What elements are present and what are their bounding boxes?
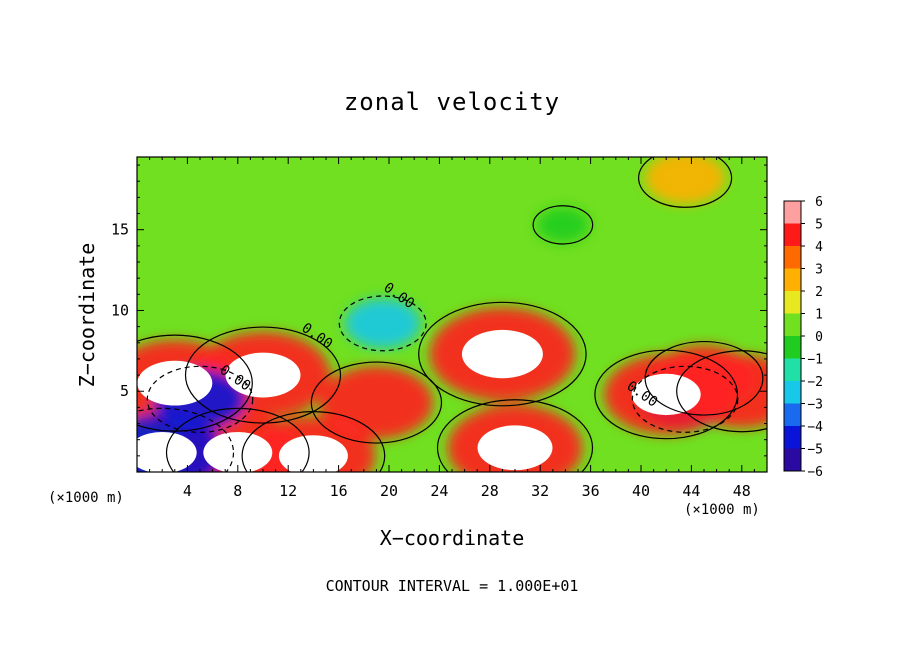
colorbar-tick-label: −6 — [807, 465, 823, 480]
x-tick-label: 32 — [531, 482, 549, 500]
colorbar-tick-label: 3 — [815, 263, 823, 278]
saturated-core — [137, 360, 213, 406]
x-unit-label-right: (×1000 m) — [684, 502, 760, 518]
colorbar-band — [784, 313, 801, 337]
y-axis-label: Z−coordinate — [75, 242, 99, 388]
contour-line — [184, 326, 342, 424]
colorbar-band — [784, 336, 801, 359]
x-axis: 4 8 12 16 20 24 28 32 36 40 44 48 — [149, 157, 755, 500]
colorbar-tick-label: 1 — [815, 308, 823, 323]
contour-line — [137, 407, 235, 472]
x-axis-label: X−coordinate — [379, 526, 525, 550]
colorbar-tick-label: 6 — [815, 195, 823, 210]
contour-line — [644, 340, 764, 416]
x-tick-label: 8 — [233, 482, 242, 500]
saturated-core — [137, 431, 197, 472]
colorbar-band — [784, 201, 801, 224]
x-tick-label: 40 — [632, 482, 650, 500]
contour-line — [631, 365, 739, 433]
x-tick-label: 20 — [380, 482, 398, 500]
colorbar-band — [784, 381, 801, 404]
colorbar-band — [784, 223, 801, 247]
colorbar-tick-label: 5 — [815, 218, 823, 233]
colorbar-tick-label: −4 — [807, 420, 823, 435]
x-tick-label: 36 — [582, 482, 600, 500]
y-tick-label: 5 — [120, 382, 129, 400]
colorbar-tick-label: 2 — [815, 285, 823, 300]
contour-line — [338, 295, 427, 352]
saturated-core — [461, 329, 543, 379]
colorbar: 6 5 4 3 2 1 0 −1 −2 −3 −4 −5 −6 — [783, 195, 823, 480]
contour-line — [146, 365, 254, 433]
field-blob — [644, 157, 726, 205]
colorbar-tick-label: −3 — [807, 398, 823, 413]
contour-line — [594, 349, 739, 440]
saturated-core — [477, 425, 553, 471]
saturated-core — [631, 373, 701, 416]
contour-line — [418, 301, 587, 407]
colorbar-band — [784, 358, 801, 382]
contour-line — [436, 399, 594, 472]
chart-title: zonal velocity — [343, 88, 561, 116]
y-axis: 5 10 15 — [111, 164, 767, 457]
colorbar-band — [784, 426, 801, 449]
colorbar-band — [784, 268, 801, 292]
colorbar-tick-label: 4 — [815, 240, 823, 255]
saturated-core — [278, 435, 348, 472]
colorbar-tick-label: −1 — [807, 353, 823, 368]
colorbar-band — [784, 448, 801, 472]
saturated-core — [225, 352, 301, 398]
zero-contours — [137, 157, 767, 472]
velocity-peaks — [137, 329, 701, 472]
contour-line — [676, 350, 767, 433]
colorbar-tick-label: 0 — [815, 330, 823, 345]
colorbar-band — [784, 291, 801, 314]
contour-interval-note: CONTOUR INTERVAL = 1.000E+01 — [325, 577, 579, 595]
y-tick-label: 15 — [111, 221, 129, 239]
x-tick-label: 16 — [330, 482, 348, 500]
contour-line — [310, 361, 443, 444]
colorbar-band — [784, 246, 801, 269]
contour-line — [165, 407, 310, 472]
field-blob — [319, 366, 434, 439]
field-blob — [344, 298, 421, 349]
x-tick-label: 4 — [183, 482, 192, 500]
field-blob — [536, 207, 589, 243]
x-unit-label-left: (×1000 m) — [48, 490, 124, 506]
x-tick-label: 48 — [733, 482, 751, 500]
x-tick-label: 44 — [682, 482, 700, 500]
colorbar-tick-label: −2 — [807, 375, 823, 390]
x-tick-label: 28 — [481, 482, 499, 500]
x-tick-label: 12 — [279, 482, 297, 500]
contour-line — [638, 157, 733, 208]
y-tick-label: 10 — [111, 301, 129, 319]
contour-line — [532, 205, 594, 245]
colorbar-tick-label: −5 — [807, 443, 823, 458]
colorbar-band — [784, 403, 801, 427]
saturated-core — [203, 431, 273, 472]
x-tick-label: 24 — [430, 482, 448, 500]
